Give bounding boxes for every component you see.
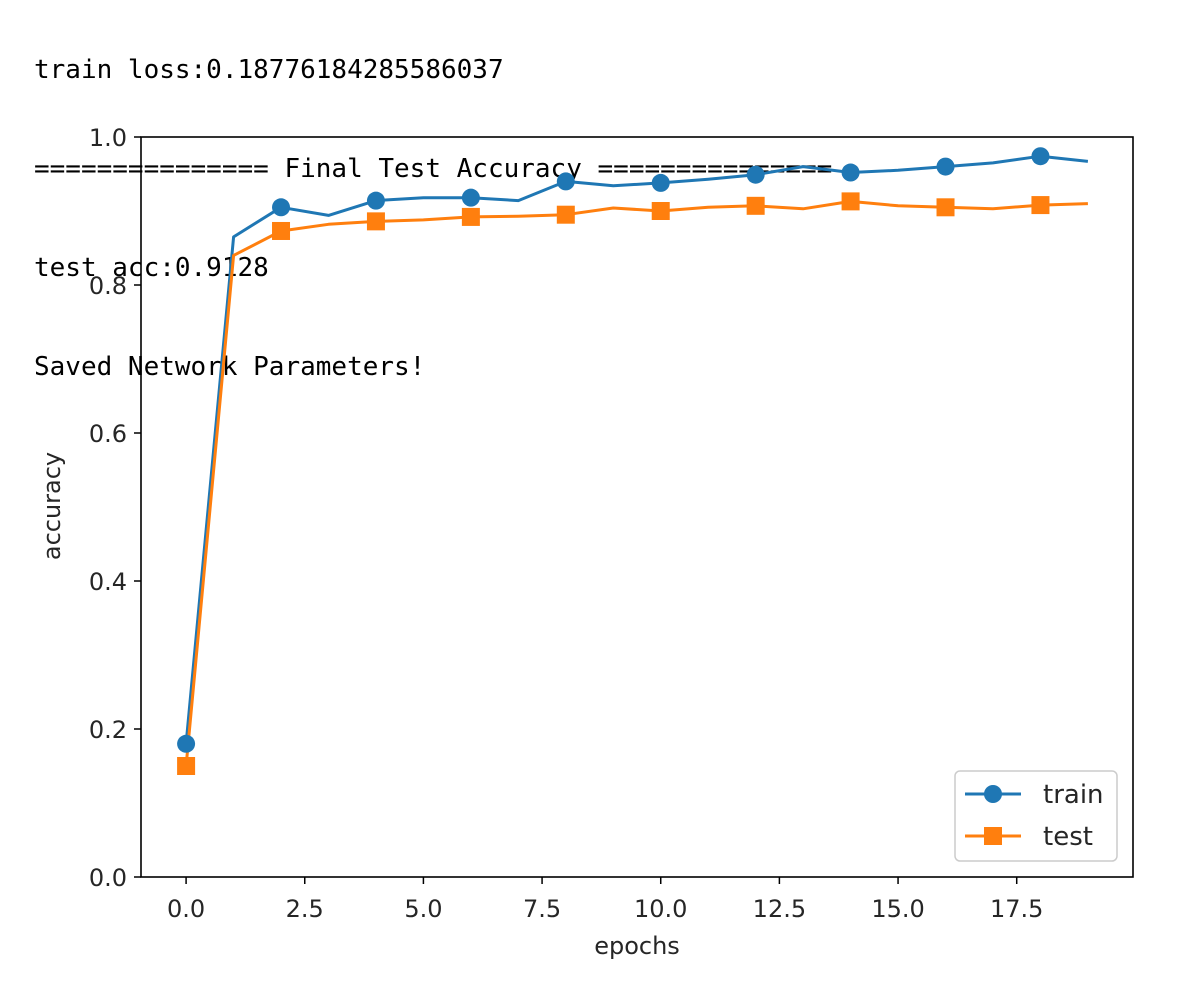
point-test-6 [461, 207, 480, 226]
legend: train test [954, 770, 1118, 862]
point-train-0 [177, 734, 196, 753]
x-axis-label: epochs [594, 932, 680, 960]
console-line-saved: Saved Network Parameters! [34, 352, 426, 382]
y-tick-label: 0.4 [89, 568, 127, 596]
y-axis-ticks: 0.0 0.2 0.4 0.6 0.8 1.0 [89, 124, 141, 892]
plot-area [140, 136, 1134, 878]
legend-label-train: train [1043, 780, 1104, 810]
y-tick-label: 0.6 [89, 420, 127, 448]
legend-marker-test [984, 827, 1002, 845]
console-line-train-loss: train loss:0.18776184285586037 [34, 55, 504, 85]
x-tick-label: 5.0 [404, 895, 442, 923]
point-train-10 [651, 173, 670, 192]
x-tick-label: 10.0 [634, 895, 687, 923]
x-tick-label: 7.5 [523, 895, 561, 923]
point-test-12 [746, 196, 765, 215]
plot-frame [140, 136, 1134, 878]
point-train-14 [841, 163, 860, 182]
point-train-16 [936, 157, 955, 176]
point-train-4 [366, 191, 385, 210]
y-tick-label: 0.2 [89, 716, 127, 744]
y-tick-label: 1.0 [89, 124, 127, 152]
point-train-8 [556, 172, 575, 191]
x-tick-label: 2.5 [286, 895, 324, 923]
console-output: train loss:0.18776184285586037 =========… [34, 0, 832, 417]
point-test-8 [556, 205, 575, 224]
point-train-18 [1031, 147, 1050, 166]
point-test-2 [272, 221, 291, 240]
point-train-12 [746, 165, 765, 184]
series-line-train [184, 154, 1089, 744]
x-tick-label: 0.0 [167, 895, 205, 923]
console-line-header: =============== Final Test Accuracy ====… [34, 154, 833, 184]
point-test-0 [177, 757, 196, 775]
point-test-4 [366, 212, 385, 231]
legend-label-test: test [1043, 822, 1093, 852]
series-line-test [184, 199, 1088, 767]
x-axis-ticks: 0.0 2.5 5.0 7.5 10.0 12.5 15.0 17.5 [167, 877, 1043, 923]
point-test-16 [936, 198, 955, 217]
point-train-6 [461, 188, 480, 207]
console-line-test-acc: test acc:0.9128 [34, 253, 269, 283]
y-tick-label: 0.0 [89, 864, 127, 892]
point-test-14 [841, 192, 860, 211]
x-tick-label: 17.5 [990, 895, 1043, 923]
x-tick-label: 12.5 [753, 895, 806, 923]
legend-marker-train [984, 785, 1002, 803]
point-train-2 [272, 198, 291, 217]
x-tick-label: 15.0 [871, 895, 924, 923]
point-test-10 [651, 202, 670, 220]
point-test-18 [1031, 196, 1050, 215]
y-axis-label: accuracy [38, 452, 66, 560]
y-tick-label: 0.8 [89, 272, 127, 300]
